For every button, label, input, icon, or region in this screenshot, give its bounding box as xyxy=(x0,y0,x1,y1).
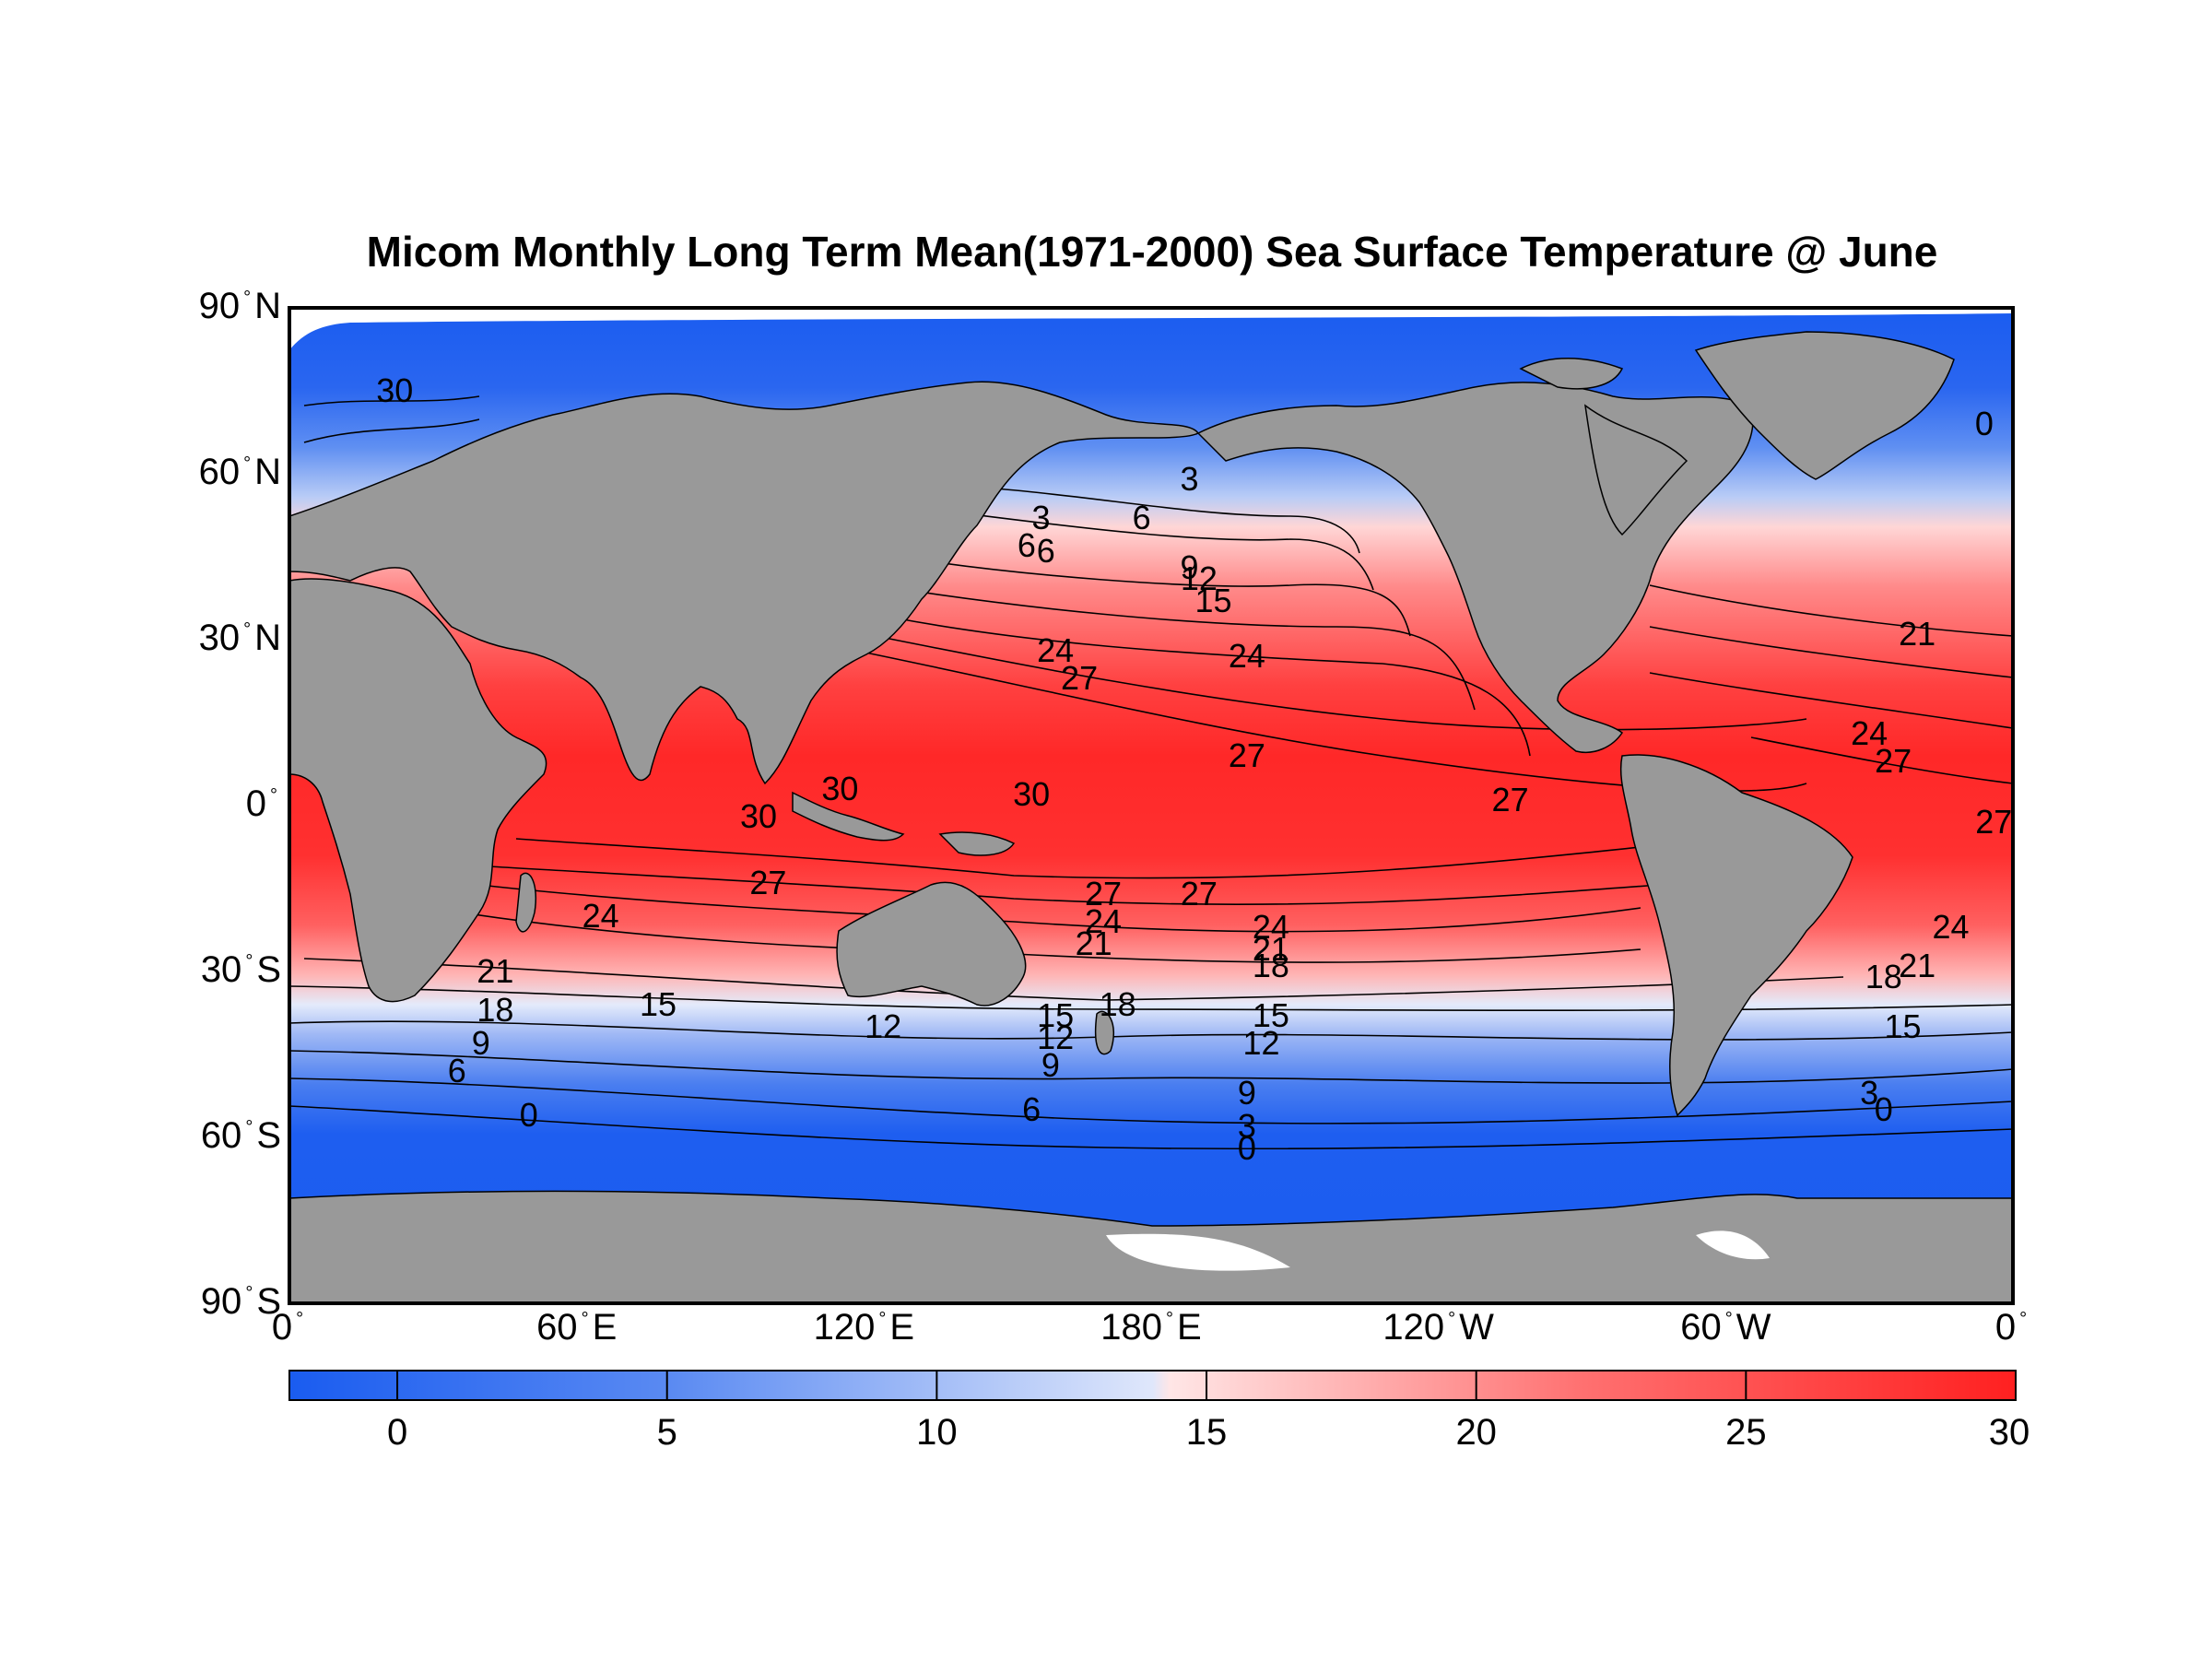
contour-label: 27 xyxy=(1061,659,1098,697)
contour-label: 3 xyxy=(1238,1107,1256,1145)
contour-label: 12 xyxy=(1181,559,1218,597)
contour-label: 0 xyxy=(1238,1129,1256,1167)
contour-label: 27 xyxy=(1085,875,1122,912)
new-zealand xyxy=(1094,1010,1115,1055)
longitude-tick-label: 0 ° xyxy=(271,1307,304,1348)
contour-label: 27 xyxy=(1181,875,1218,912)
contour-label: 21 xyxy=(1253,930,1289,968)
map-frame xyxy=(288,306,2015,1305)
contour-label: 15 xyxy=(640,985,677,1023)
contour-label: 12 xyxy=(865,1007,901,1045)
colorbar-gradient xyxy=(288,1370,2017,1401)
contour-label: 24 xyxy=(1253,908,1289,946)
colorbar-ticks xyxy=(396,1371,2017,1400)
contour-label: 0 xyxy=(1875,1090,1893,1128)
latitude-tick-label: 30 ° S xyxy=(200,949,281,990)
eurasia xyxy=(289,381,1200,785)
contour-label: 6 xyxy=(1018,526,1036,564)
contour-label: 21 xyxy=(1899,947,1936,984)
contour-label: 3 xyxy=(1181,460,1199,498)
contour-label: 9 xyxy=(1181,548,1199,586)
contour-label: 27 xyxy=(749,864,786,901)
contour-label: 24 xyxy=(1932,908,1969,946)
contour-label: 6 xyxy=(1037,532,1055,570)
latitude-tick-label: 0 ° xyxy=(245,783,277,824)
australia xyxy=(836,881,1027,1007)
map-title: Micom Monthly Long Term Mean(1971-2000) … xyxy=(366,228,1938,276)
longitude-tick-label: 120 ° W xyxy=(1382,1307,1494,1348)
contour-label: 9 xyxy=(1238,1074,1256,1112)
colorbar-tick-label: 5 xyxy=(656,1412,677,1453)
colorbar-tick-label: 0 xyxy=(386,1412,408,1453)
ice-areas xyxy=(289,308,2013,1271)
contour-label: 6 xyxy=(1022,1090,1041,1128)
contour-label: 21 xyxy=(477,952,513,990)
latitude-tick-label: 90 ° S xyxy=(200,1281,281,1322)
contour-label: 0 xyxy=(1975,405,1994,442)
contour-label: 15 xyxy=(1037,996,1074,1034)
contour-label: 12 xyxy=(1242,1024,1279,1062)
arctic-islands xyxy=(1519,358,1624,390)
contour-label: 12 xyxy=(1037,1018,1074,1056)
contour-label: 30 xyxy=(1013,775,1050,813)
contour-label: 24 xyxy=(1085,902,1122,940)
contour-label: 15 xyxy=(1195,582,1232,619)
contour-label: 30 xyxy=(376,371,413,409)
contour-label: 3 xyxy=(1860,1074,1878,1112)
colorbar-tick-label: 25 xyxy=(1725,1412,1767,1453)
contour-label: 18 xyxy=(1253,947,1289,984)
contour-label: 9 xyxy=(472,1024,490,1062)
indonesia xyxy=(792,791,905,842)
colorbar-tick-label: 10 xyxy=(916,1412,958,1453)
contour-label: 6 xyxy=(448,1052,466,1089)
longitude-tick-label: 0 ° xyxy=(1994,1307,2028,1348)
contour-label: 21 xyxy=(1076,924,1112,962)
longitude-tick-label: 60 ° W xyxy=(1680,1307,1771,1348)
colorbar-tick-label: 20 xyxy=(1455,1412,1497,1453)
contour-label: 24 xyxy=(1229,637,1265,675)
contour-label: 18 xyxy=(1865,958,1902,995)
contour-label: 15 xyxy=(1253,996,1289,1034)
contour-label: 3 xyxy=(1032,499,1051,536)
colorbar xyxy=(288,1370,2017,1401)
contour-label: 9 xyxy=(1041,1046,1060,1084)
contour-label: 27 xyxy=(1975,803,2012,841)
new-guinea xyxy=(938,831,1016,856)
contour-label: 24 xyxy=(1851,714,1888,752)
contour-label: 0 xyxy=(520,1096,538,1134)
contour-label: 27 xyxy=(1875,742,1912,780)
longitude-tick-label: 120 ° E xyxy=(813,1307,915,1348)
africa xyxy=(289,578,547,1003)
contour-label: 18 xyxy=(477,991,513,1029)
contour-label: 21 xyxy=(1899,615,1936,653)
longitude-tick-label: 60 ° E xyxy=(536,1307,618,1348)
latitude-tick-label: 60 ° S xyxy=(200,1115,281,1156)
contour-label: 24 xyxy=(582,897,619,935)
contour-label: 27 xyxy=(1229,736,1265,774)
latitude-tick-label: 30 ° N xyxy=(198,618,281,658)
contour-label: 30 xyxy=(740,797,777,835)
contour-label: 27 xyxy=(1492,781,1529,818)
longitude-tick-label: 180 ° E xyxy=(1100,1307,1202,1348)
colorbar-tick-label: 30 xyxy=(1988,1412,2030,1453)
contour-label: 24 xyxy=(1037,631,1074,669)
south-america xyxy=(1619,754,1853,1117)
madagascar xyxy=(515,872,537,933)
greenland xyxy=(1694,331,1955,480)
contour-label: 30 xyxy=(821,770,858,807)
north-europe xyxy=(1584,404,1688,536)
colorbar-tick-label: 15 xyxy=(1185,1412,1228,1453)
contour-label: 18 xyxy=(1100,985,1136,1023)
contour-label: 15 xyxy=(1885,1007,1922,1045)
latitude-tick-label: 90 ° N xyxy=(198,286,281,326)
latitude-tick-label: 60 ° N xyxy=(198,452,281,492)
contour-label: 6 xyxy=(1133,499,1151,536)
